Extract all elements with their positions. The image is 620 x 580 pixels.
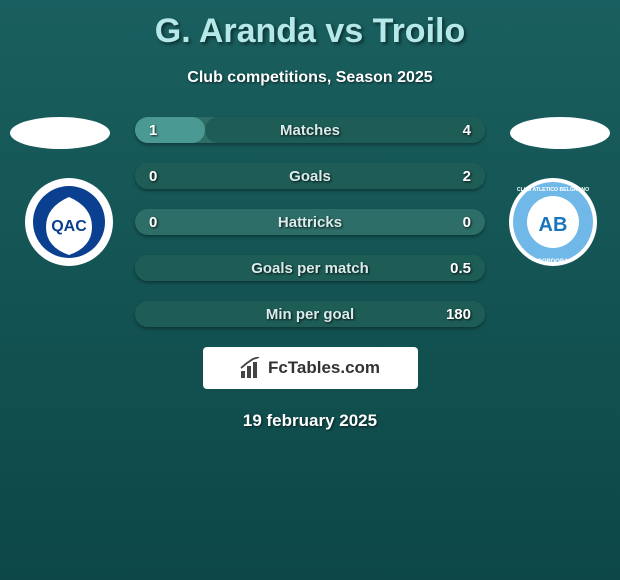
stat-metric-label: Matches: [135, 122, 485, 139]
svg-text:QAC: QAC: [51, 218, 87, 235]
svg-text:CORDOBA: CORDOBA: [538, 259, 570, 265]
stat-metric-label: Goals: [135, 168, 485, 185]
stat-value-right: 0.5: [450, 260, 471, 277]
brand-badge[interactable]: FcTables.com: [203, 347, 418, 389]
stat-metric-label: Goals per match: [135, 260, 485, 277]
stat-row: 0Goals2: [135, 163, 485, 189]
svg-text:AB: AB: [539, 214, 568, 236]
crest-right-icon: AB CLUB ATLETICO BELGRANO CORDOBA: [508, 177, 598, 267]
team-left-crest: QAC: [24, 177, 114, 267]
comparison-date: 19 february 2025: [0, 411, 620, 431]
stats-list: 1Matches40Goals20Hattricks0Goals per mat…: [135, 117, 485, 327]
player-right-oval: [510, 117, 610, 149]
stat-value-right: 4: [463, 122, 471, 139]
page-title: G. Aranda vs Troilo: [0, 0, 620, 51]
stat-metric-label: Min per goal: [135, 306, 485, 323]
stat-row: Min per goal180: [135, 301, 485, 327]
brand-text: FcTables.com: [268, 358, 380, 378]
stat-row: 1Matches4: [135, 117, 485, 143]
page-subtitle: Club competitions, Season 2025: [0, 69, 620, 87]
stat-value-right: 0: [463, 214, 471, 231]
stat-value-right: 180: [446, 306, 471, 323]
stat-row: Goals per match0.5: [135, 255, 485, 281]
svg-text:CLUB ATLETICO BELGRANO: CLUB ATLETICO BELGRANO: [517, 187, 589, 193]
stat-metric-label: Hattricks: [135, 214, 485, 231]
bar-chart-icon: [240, 357, 262, 379]
stat-row: 0Hattricks0: [135, 209, 485, 235]
comparison-arena: QAC AB CLUB ATLETICO BELGRANO CORDOBA 1M…: [0, 117, 620, 327]
player-left-oval: [10, 117, 110, 149]
crest-left-icon: QAC: [24, 177, 114, 267]
stat-value-right: 2: [463, 168, 471, 185]
team-right-crest: AB CLUB ATLETICO BELGRANO CORDOBA: [508, 177, 598, 267]
